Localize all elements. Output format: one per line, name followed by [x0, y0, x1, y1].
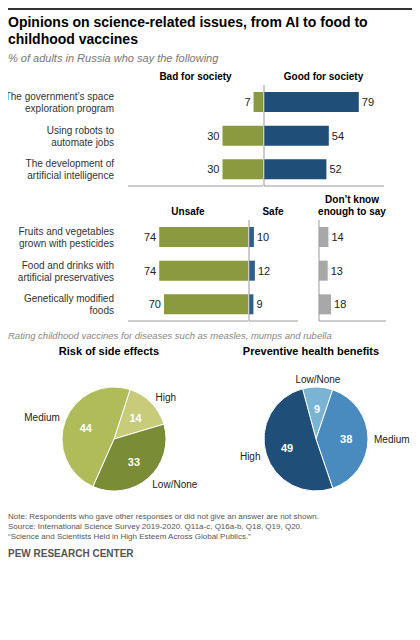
svg-text:33: 33	[128, 456, 140, 468]
svg-text:High: High	[156, 392, 177, 403]
svg-text:9: 9	[256, 298, 262, 310]
svg-text:The government’s spaceexplorat: The government’s spaceexploration progra…	[8, 90, 114, 113]
svg-text:Food and drinks withartificial: Food and drinks withartificial preservat…	[18, 259, 114, 282]
html-text:Preventive health benefits: Preventive health benefits	[242, 345, 380, 357]
svg-text:14: 14	[129, 412, 142, 424]
svg-text:18: 18	[334, 298, 346, 310]
svg-text:Low/None: Low/None	[152, 479, 197, 490]
svg-text:10: 10	[257, 231, 269, 243]
svg-text:Using robots toautomate jobs: Using robots toautomate jobs	[47, 124, 115, 147]
svg-text:7: 7	[244, 96, 250, 108]
svg-text:74: 74	[144, 265, 156, 277]
html-text:Good for society: Good for society	[283, 71, 364, 82]
svg-text:Medium: Medium	[24, 412, 60, 423]
svg-text:Medium: Medium	[374, 434, 410, 445]
html-text:% of adults in Russia who say: % of adults in Russia who say the follow…	[8, 52, 219, 64]
svg-text:Fruits and vegetablesgrown wit: Fruits and vegetablesgrown with pesticid…	[18, 225, 114, 248]
html-text:Note: Respondents who gave oth: Note: Respondents who gave other respons…	[8, 512, 319, 521]
html-text:Unsafe: Unsafe	[171, 206, 205, 217]
svg-text:Low/None: Low/None	[295, 374, 340, 385]
svg-text:Genetically modifiedfoods: Genetically modifiedfoods	[24, 293, 114, 316]
svg-text:74: 74	[144, 231, 156, 243]
svg-text:13: 13	[331, 265, 343, 277]
html-text:“Science and Scientists Held i: “Science and Scientists Held in High Est…	[8, 532, 251, 541]
html-text:Safe: Safe	[262, 206, 284, 217]
html-text:Don’t know enough to say: Don’t know enough to say	[318, 194, 386, 217]
svg-text:70: 70	[149, 298, 161, 310]
svg-text:38: 38	[340, 433, 352, 445]
svg-text:44: 44	[80, 422, 93, 434]
svg-text:12: 12	[258, 265, 270, 277]
svg-text:30: 30	[207, 163, 219, 175]
html-text:Bad for society: Bad for society	[159, 71, 232, 82]
svg-text:54: 54	[332, 130, 344, 142]
html-text:Source: International Science: Source: International Science Survey 201…	[8, 522, 303, 531]
svg-text:52: 52	[329, 163, 341, 175]
html-text:Risk of side effects: Risk of side effects	[58, 345, 160, 357]
svg-text:The development ofartificial i: The development ofartificial intelligenc…	[26, 158, 115, 181]
html-text:Opinions on science-related is: Opinions on science-related issues, from…	[8, 14, 368, 47]
svg-text:High: High	[240, 451, 261, 462]
svg-text:9: 9	[314, 403, 320, 415]
html-text:Rating childhood vaccines for: Rating childhood vaccines for diseases s…	[8, 330, 332, 341]
svg-text:49: 49	[281, 442, 293, 454]
svg-text:79: 79	[362, 96, 374, 108]
svg-text:30: 30	[207, 130, 219, 142]
svg-text:14: 14	[331, 231, 343, 243]
html-text:PEW RESEARCH CENTER: PEW RESEARCH CENTER	[8, 548, 134, 559]
